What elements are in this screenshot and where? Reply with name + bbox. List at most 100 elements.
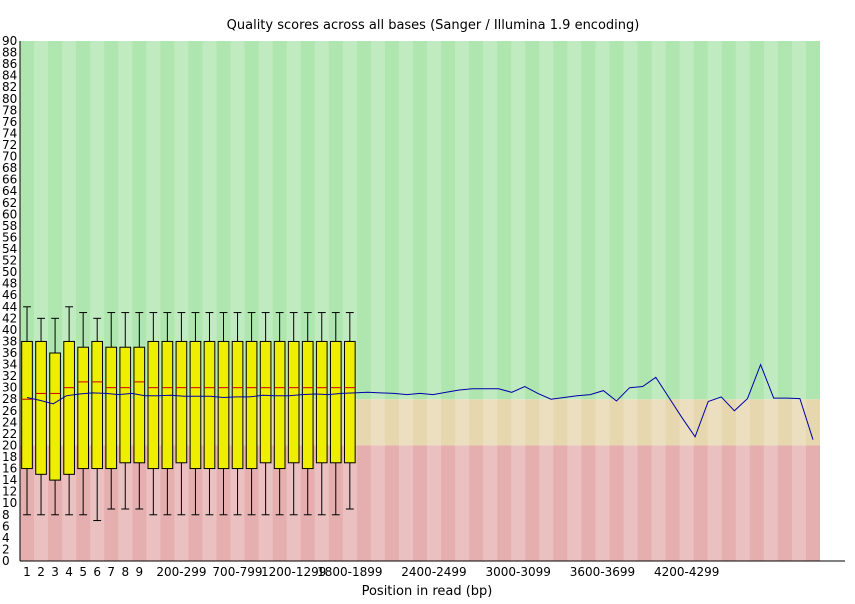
y-tick-label: 54 <box>2 242 17 256</box>
y-tick-label: 10 <box>2 496 17 510</box>
y-tick-label: 88 <box>2 46 17 60</box>
box-plot-14 <box>203 312 216 516</box>
x-tick-label: 700-799 <box>212 565 262 579</box>
box-iqr <box>329 340 342 464</box>
y-tick-label: 2 <box>2 542 10 556</box>
stripe <box>511 41 526 561</box>
x-tick-label: 1 <box>23 565 31 579</box>
box-plot-7 <box>105 312 118 510</box>
x-tick-label: 3600-3699 <box>570 565 635 579</box>
y-tick-labels: 0246810121416182022242628303234363840424… <box>2 34 17 568</box>
stripe <box>595 41 610 561</box>
stripe <box>623 41 638 561</box>
box-plot-8 <box>119 312 132 510</box>
y-tick-label: 58 <box>2 219 17 233</box>
y-tick-label: 26 <box>2 404 17 418</box>
box-plot-4 <box>63 306 75 516</box>
y-tick-label: 78 <box>2 103 17 117</box>
mean-line-layer <box>26 363 814 440</box>
x-tick-label: 4 <box>65 565 73 579</box>
stripe <box>455 41 470 561</box>
box-plot-6 <box>91 317 104 522</box>
box-iqr <box>91 340 104 470</box>
x-tick-label: 200-299 <box>156 565 206 579</box>
x-tick-labels: 1 2 3 4 5 6 7 8 9 200-299 700-7991200-12991800-189… <box>23 565 719 579</box>
x-tick-label: 8 <box>121 565 129 579</box>
box-iqr <box>77 346 89 470</box>
y-tick-label: 8 <box>2 508 10 522</box>
box-plot-11 <box>161 312 174 516</box>
y-tick-label: 52 <box>2 254 17 268</box>
box-plot-12 <box>175 312 188 516</box>
box-plot-9 <box>133 312 146 510</box>
box-plot-3 <box>49 317 61 516</box>
box-iqr <box>189 340 202 470</box>
chart-title: Quality scores across all bases (Sanger … <box>227 18 640 33</box>
y-tick-label: 76 <box>2 115 17 129</box>
y-tick-label: 28 <box>2 392 17 406</box>
box-iqr <box>245 340 258 470</box>
y-tick-label: 44 <box>2 300 17 314</box>
box-iqr <box>21 340 33 470</box>
stripe <box>539 41 554 561</box>
box-plot-15 <box>217 312 230 516</box>
box-iqr <box>63 340 75 475</box>
y-tick-label: 80 <box>2 92 17 106</box>
y-tick-label: 46 <box>2 288 17 302</box>
box-iqr <box>231 340 244 470</box>
box-iqr <box>259 340 272 464</box>
box-plot-13 <box>189 312 202 516</box>
box-plot-1 <box>21 306 33 516</box>
stripe <box>483 41 498 561</box>
y-tick-label: 72 <box>2 138 17 152</box>
stripe <box>707 41 722 561</box>
box-plot-21 <box>301 312 314 516</box>
x-tick-label: 1200-1299 <box>261 565 326 579</box>
x-axis-label: Position in read (bp) <box>362 584 493 599</box>
box-plot-23 <box>329 312 342 516</box>
y-tick-label: 42 <box>2 311 17 325</box>
box-iqr <box>203 340 216 470</box>
y-tick-label: 62 <box>2 196 17 210</box>
stripe <box>427 41 442 561</box>
box-iqr <box>105 346 118 470</box>
box-plot-18 <box>259 312 272 516</box>
y-tick-label: 4 <box>2 531 10 545</box>
y-tick-label: 6 <box>2 519 10 533</box>
box-plot-24 <box>343 312 356 510</box>
x-tick-label: 2 <box>37 565 45 579</box>
y-tick-label: 60 <box>2 207 17 221</box>
box-iqr <box>315 340 328 464</box>
x-tick-label: 3000-3099 <box>485 565 550 579</box>
y-tick-label: 66 <box>2 173 17 187</box>
y-tick-label: 70 <box>2 150 17 164</box>
box-iqr <box>147 340 160 470</box>
stripe <box>651 41 666 561</box>
box-iqr <box>287 340 300 464</box>
y-tick-label: 34 <box>2 358 17 372</box>
x-tick-label: 5 <box>79 565 87 579</box>
y-tick-label: 74 <box>2 126 17 140</box>
axes <box>19 41 845 562</box>
y-tick-label: 30 <box>2 381 17 395</box>
y-tick-label: 24 <box>2 415 17 429</box>
y-tick-label: 0 <box>2 554 10 568</box>
box-iqr <box>161 340 174 470</box>
x-tick-label: 2400-2499 <box>401 565 466 579</box>
box-plot-2 <box>35 317 47 516</box>
y-tick-label: 40 <box>2 323 17 337</box>
x-tick-label: 4200-4299 <box>654 565 719 579</box>
x-tick-label: 3 <box>51 565 59 579</box>
box-iqr <box>49 352 61 481</box>
box-plot-19 <box>273 312 286 516</box>
box-plot-5 <box>77 312 89 516</box>
x-tick-label: 9 <box>135 565 143 579</box>
box-iqr <box>217 340 230 470</box>
box-iqr <box>343 340 356 464</box>
y-tick-label: 50 <box>2 265 17 279</box>
stripe <box>370 41 385 561</box>
y-tick-label: 86 <box>2 57 17 71</box>
y-tick-label: 84 <box>2 69 17 83</box>
stripe <box>763 41 778 561</box>
